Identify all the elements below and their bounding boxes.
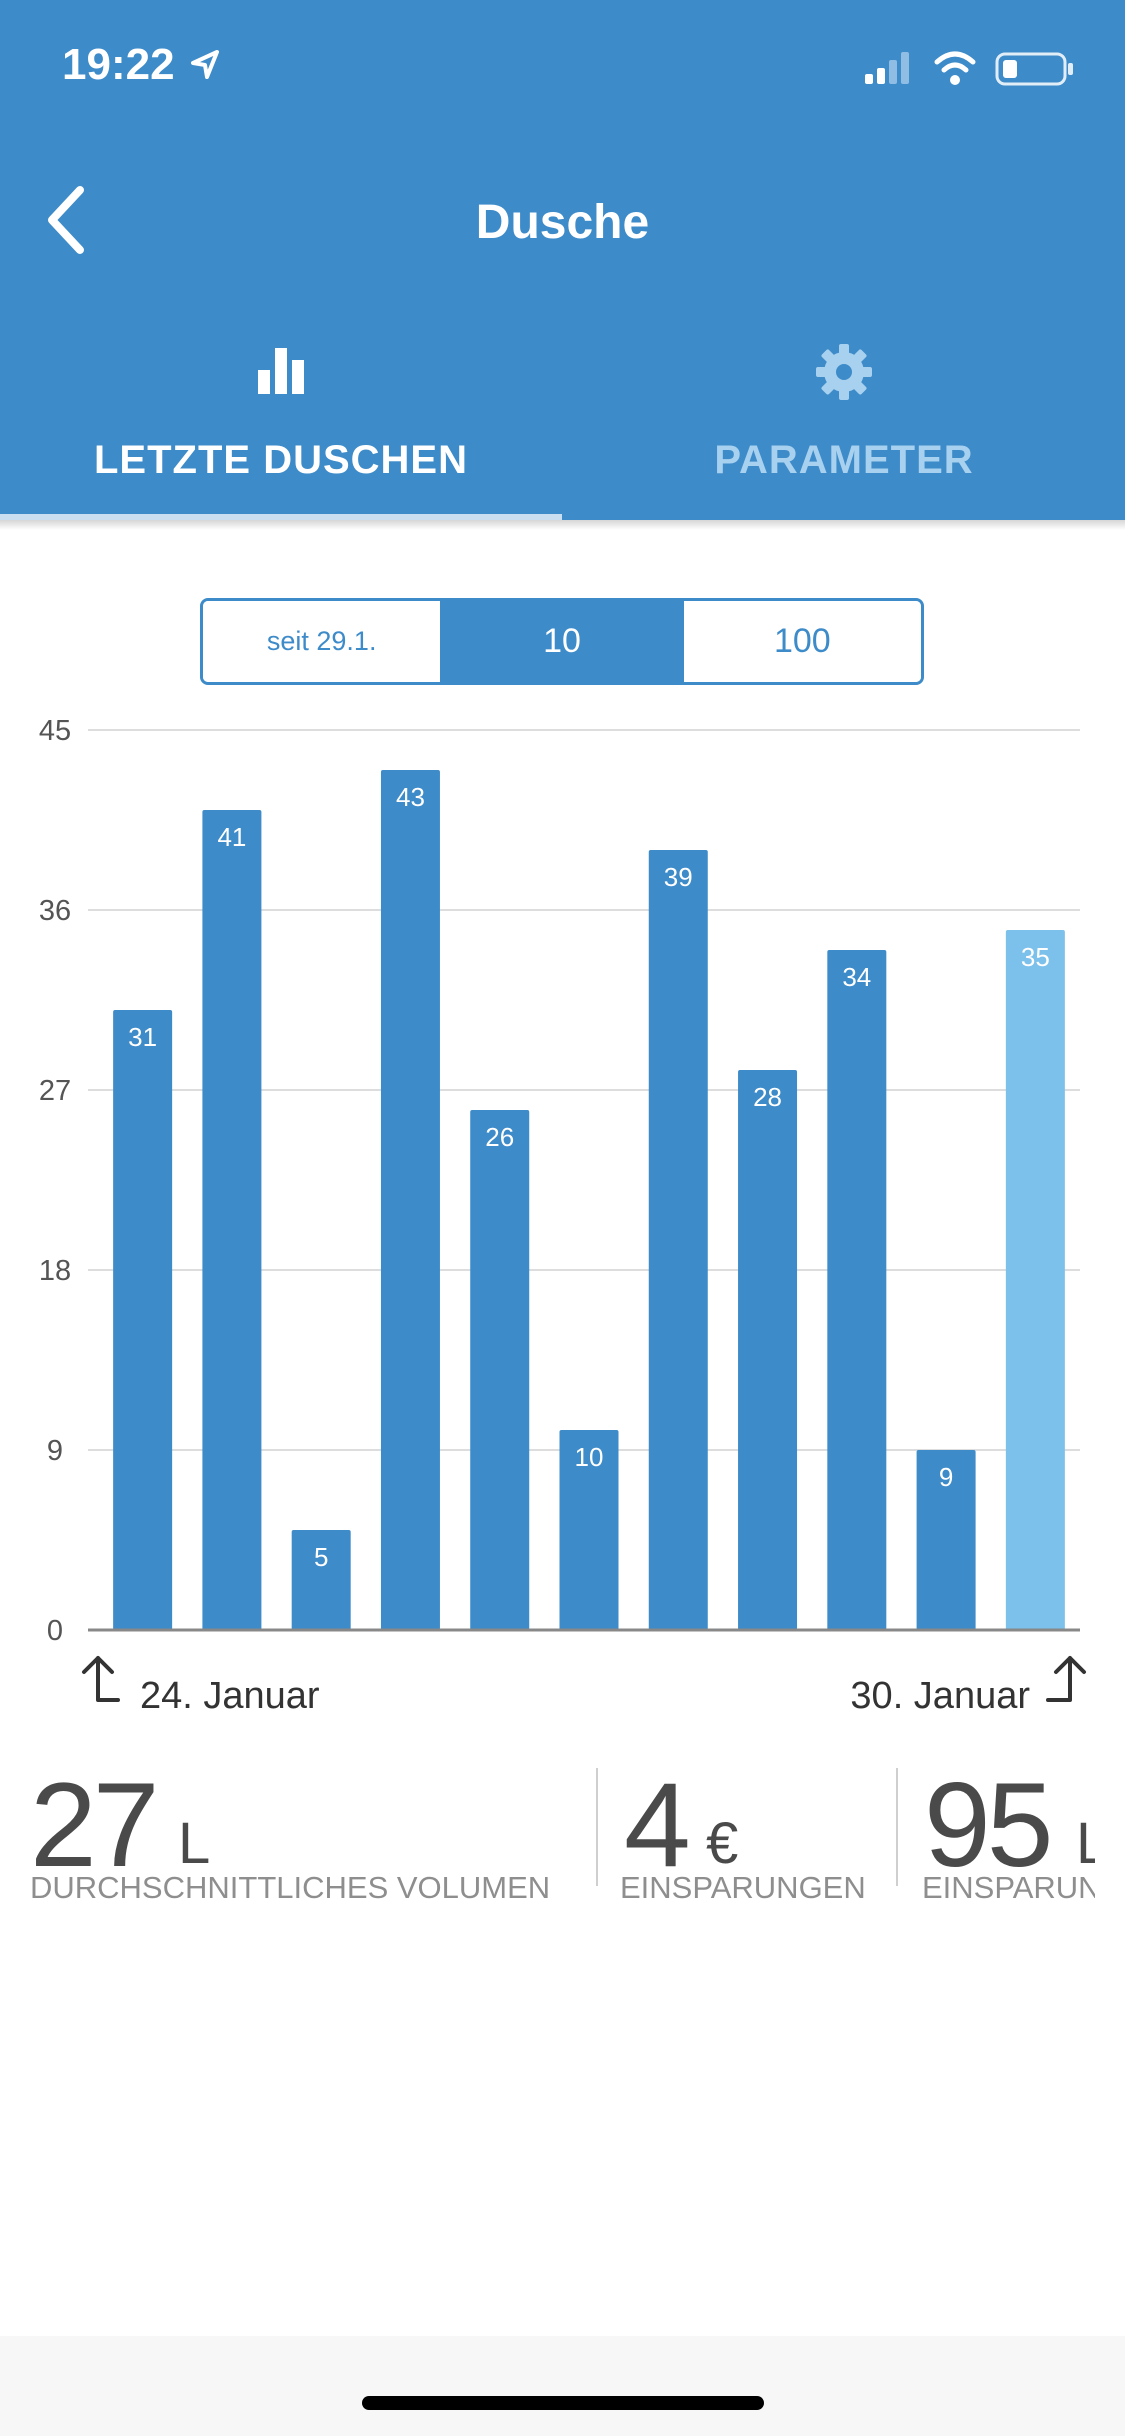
- stat-unit: L: [1076, 1811, 1095, 1876]
- chart-bar: [1005, 930, 1065, 1630]
- wifi-icon: [934, 51, 976, 85]
- tab-label: PARAMETER: [714, 438, 974, 482]
- stats-divider: [596, 1768, 598, 1886]
- stat-average-volume: 27 L DURCHSCHNITTLICHES VOLUMEN: [30, 1760, 590, 1920]
- chart-bar: [916, 1450, 976, 1630]
- stat-unit: €: [706, 1811, 739, 1876]
- active-tab-indicator: [0, 514, 562, 520]
- bar-chart-icon: [258, 348, 304, 394]
- range-selector: seit 29.1. 10 100: [200, 598, 924, 685]
- y-tick-label: 36: [39, 895, 71, 927]
- y-tick-label: 18: [39, 1255, 71, 1287]
- page-title: Dusche: [475, 196, 650, 249]
- stat-savings-volume: 95 L EINSPARUNGEN: [920, 1760, 1095, 1920]
- stat-value: 95: [924, 1760, 1053, 1892]
- x-end-label: 30. Januar: [850, 1675, 1030, 1717]
- range-option-10[interactable]: 10: [440, 601, 681, 682]
- app-header: 19:22: [0, 0, 1125, 520]
- stat-label: EINSPARUNGEN: [922, 1870, 1095, 1905]
- start-arrow-icon: [82, 1656, 120, 1702]
- status-time: 19:22: [62, 40, 223, 90]
- shower-volume-chart: 0 9 18 27 36 45 31 41 5 43 26 10 39 28 34 9 35 24. Januar…: [39, 715, 1086, 1717]
- bar-value-label: 9: [939, 1462, 953, 1492]
- bar-value-label: 34: [842, 962, 871, 992]
- stat-label: DURCHSCHNITTLICHES VOLUMEN: [30, 1870, 551, 1905]
- tab-label: LETZTE DUSCHEN: [94, 438, 468, 482]
- y-tick-label: 9: [47, 1435, 63, 1467]
- header-shadow: [0, 520, 1125, 530]
- y-tick-label: 27: [39, 1075, 71, 1107]
- battery-icon: [995, 52, 1073, 86]
- chart-bar: [380, 770, 440, 1630]
- bar-value-label: 43: [396, 782, 425, 812]
- stat-unit: L: [178, 1811, 211, 1876]
- bar-value-label: 31: [128, 1022, 157, 1052]
- stat-value: 27: [30, 1760, 159, 1892]
- chart-bar: [113, 1010, 173, 1630]
- chart-bar: [559, 1430, 619, 1630]
- stat-label: EINSPARUNGEN: [620, 1870, 866, 1905]
- status-icons: [865, 48, 1085, 93]
- gear-icon: [816, 344, 872, 400]
- bar-value-label: 5: [314, 1542, 328, 1572]
- bar-value-label: 35: [1021, 942, 1050, 972]
- range-option-100[interactable]: 100: [680, 601, 921, 682]
- chart-bar: [648, 850, 708, 1630]
- bar-value-label: 39: [664, 862, 693, 892]
- tab-parameter[interactable]: PARAMETER: [563, 320, 1125, 520]
- bar-value-label: 28: [753, 1082, 782, 1112]
- chart-bar: [470, 1110, 530, 1630]
- home-area: [0, 2336, 1125, 2436]
- range-option-since[interactable]: seit 29.1.: [203, 601, 441, 682]
- location-arrow-icon: [190, 50, 219, 79]
- stat-savings-money: 4 € EINSPARUNGEN: [620, 1760, 890, 1920]
- chart-bar: [827, 950, 887, 1630]
- stats-summary: 27 L DURCHSCHNITTLICHES VOLUMEN 4 € EINS…: [0, 1760, 1125, 1920]
- bar-value-label: 26: [485, 1122, 514, 1152]
- y-tick-label: 45: [39, 715, 71, 747]
- x-start-label: 24. Januar: [140, 1675, 320, 1717]
- chart-bar: [202, 810, 262, 1630]
- y-tick-label: 0: [47, 1615, 63, 1647]
- chart-bar: [291, 1530, 351, 1630]
- bar-value-label: 41: [217, 822, 246, 852]
- chevron-left-icon: [48, 186, 84, 254]
- home-indicator[interactable]: [362, 2396, 764, 2410]
- cellular-signal-icon: [865, 52, 909, 84]
- stats-divider: [896, 1768, 898, 1886]
- stat-value: 4: [624, 1760, 691, 1892]
- bar-value-label: 10: [575, 1442, 604, 1472]
- end-arrow-icon: [1046, 1656, 1086, 1702]
- tab-letzte-duschen[interactable]: LETZTE DUSCHEN: [0, 320, 562, 520]
- chart-bar: [738, 1070, 798, 1630]
- back-button[interactable]: [30, 170, 120, 270]
